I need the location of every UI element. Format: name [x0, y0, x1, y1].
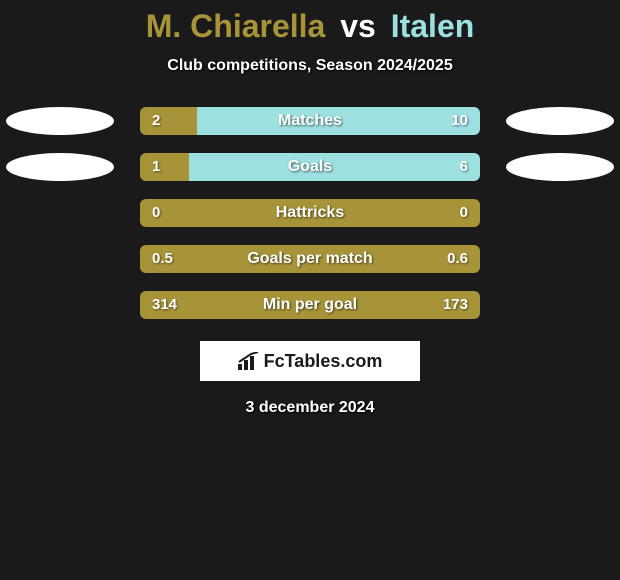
- stat-row: 0.50.6Goals per match: [0, 245, 620, 273]
- brand-label: FcTables.com: [264, 351, 383, 372]
- player2-name: Italen: [391, 8, 475, 44]
- stat-row: 16Goals: [0, 153, 620, 181]
- stat-bar: 210Matches: [140, 107, 480, 135]
- stat-bar: 0.50.6Goals per match: [140, 245, 480, 273]
- subtitle: Club competitions, Season 2024/2025: [0, 57, 620, 75]
- stat-value-left: 0.5: [152, 245, 173, 273]
- stat-bar: 00Hattricks: [140, 199, 480, 227]
- stat-value-left: 0: [152, 199, 160, 227]
- player2-marker: [506, 107, 614, 135]
- stat-bar: 16Goals: [140, 153, 480, 181]
- stat-value-right: 173: [443, 291, 468, 319]
- vs-label: vs: [340, 8, 376, 44]
- stat-value-right: 10: [451, 107, 468, 135]
- player1-name: M. Chiarella: [146, 8, 326, 44]
- stat-value-right: 0: [460, 199, 468, 227]
- stat-row: 210Matches: [0, 107, 620, 135]
- stat-row: 314173Min per goal: [0, 291, 620, 319]
- player1-marker: [6, 153, 114, 181]
- stat-row: 00Hattricks: [0, 199, 620, 227]
- bar-segment-left: [140, 291, 480, 319]
- bar-segment-left: [140, 245, 480, 273]
- stat-value-left: 1: [152, 153, 160, 181]
- stat-bar: 314173Min per goal: [140, 291, 480, 319]
- bar-segment-left: [140, 199, 480, 227]
- comparison-widget: M. Chiarella vs Italen Club competitions…: [0, 0, 620, 417]
- bar-segment-left: [140, 153, 189, 181]
- bar-segment-right: [197, 107, 480, 135]
- stat-value-left: 314: [152, 291, 177, 319]
- player2-marker: [506, 153, 614, 181]
- brand-box: FcTables.com: [200, 341, 420, 381]
- date-label: 3 december 2024: [0, 399, 620, 417]
- stat-value-right: 6: [460, 153, 468, 181]
- bar-segment-left: [140, 107, 197, 135]
- title: M. Chiarella vs Italen: [0, 8, 620, 45]
- stat-rows: 210Matches16Goals00Hattricks0.50.6Goals …: [0, 107, 620, 319]
- bar-segment-right: [189, 153, 480, 181]
- stat-value-right: 0.6: [447, 245, 468, 273]
- stat-value-left: 2: [152, 107, 160, 135]
- player1-marker: [6, 107, 114, 135]
- chart-icon: [238, 352, 260, 370]
